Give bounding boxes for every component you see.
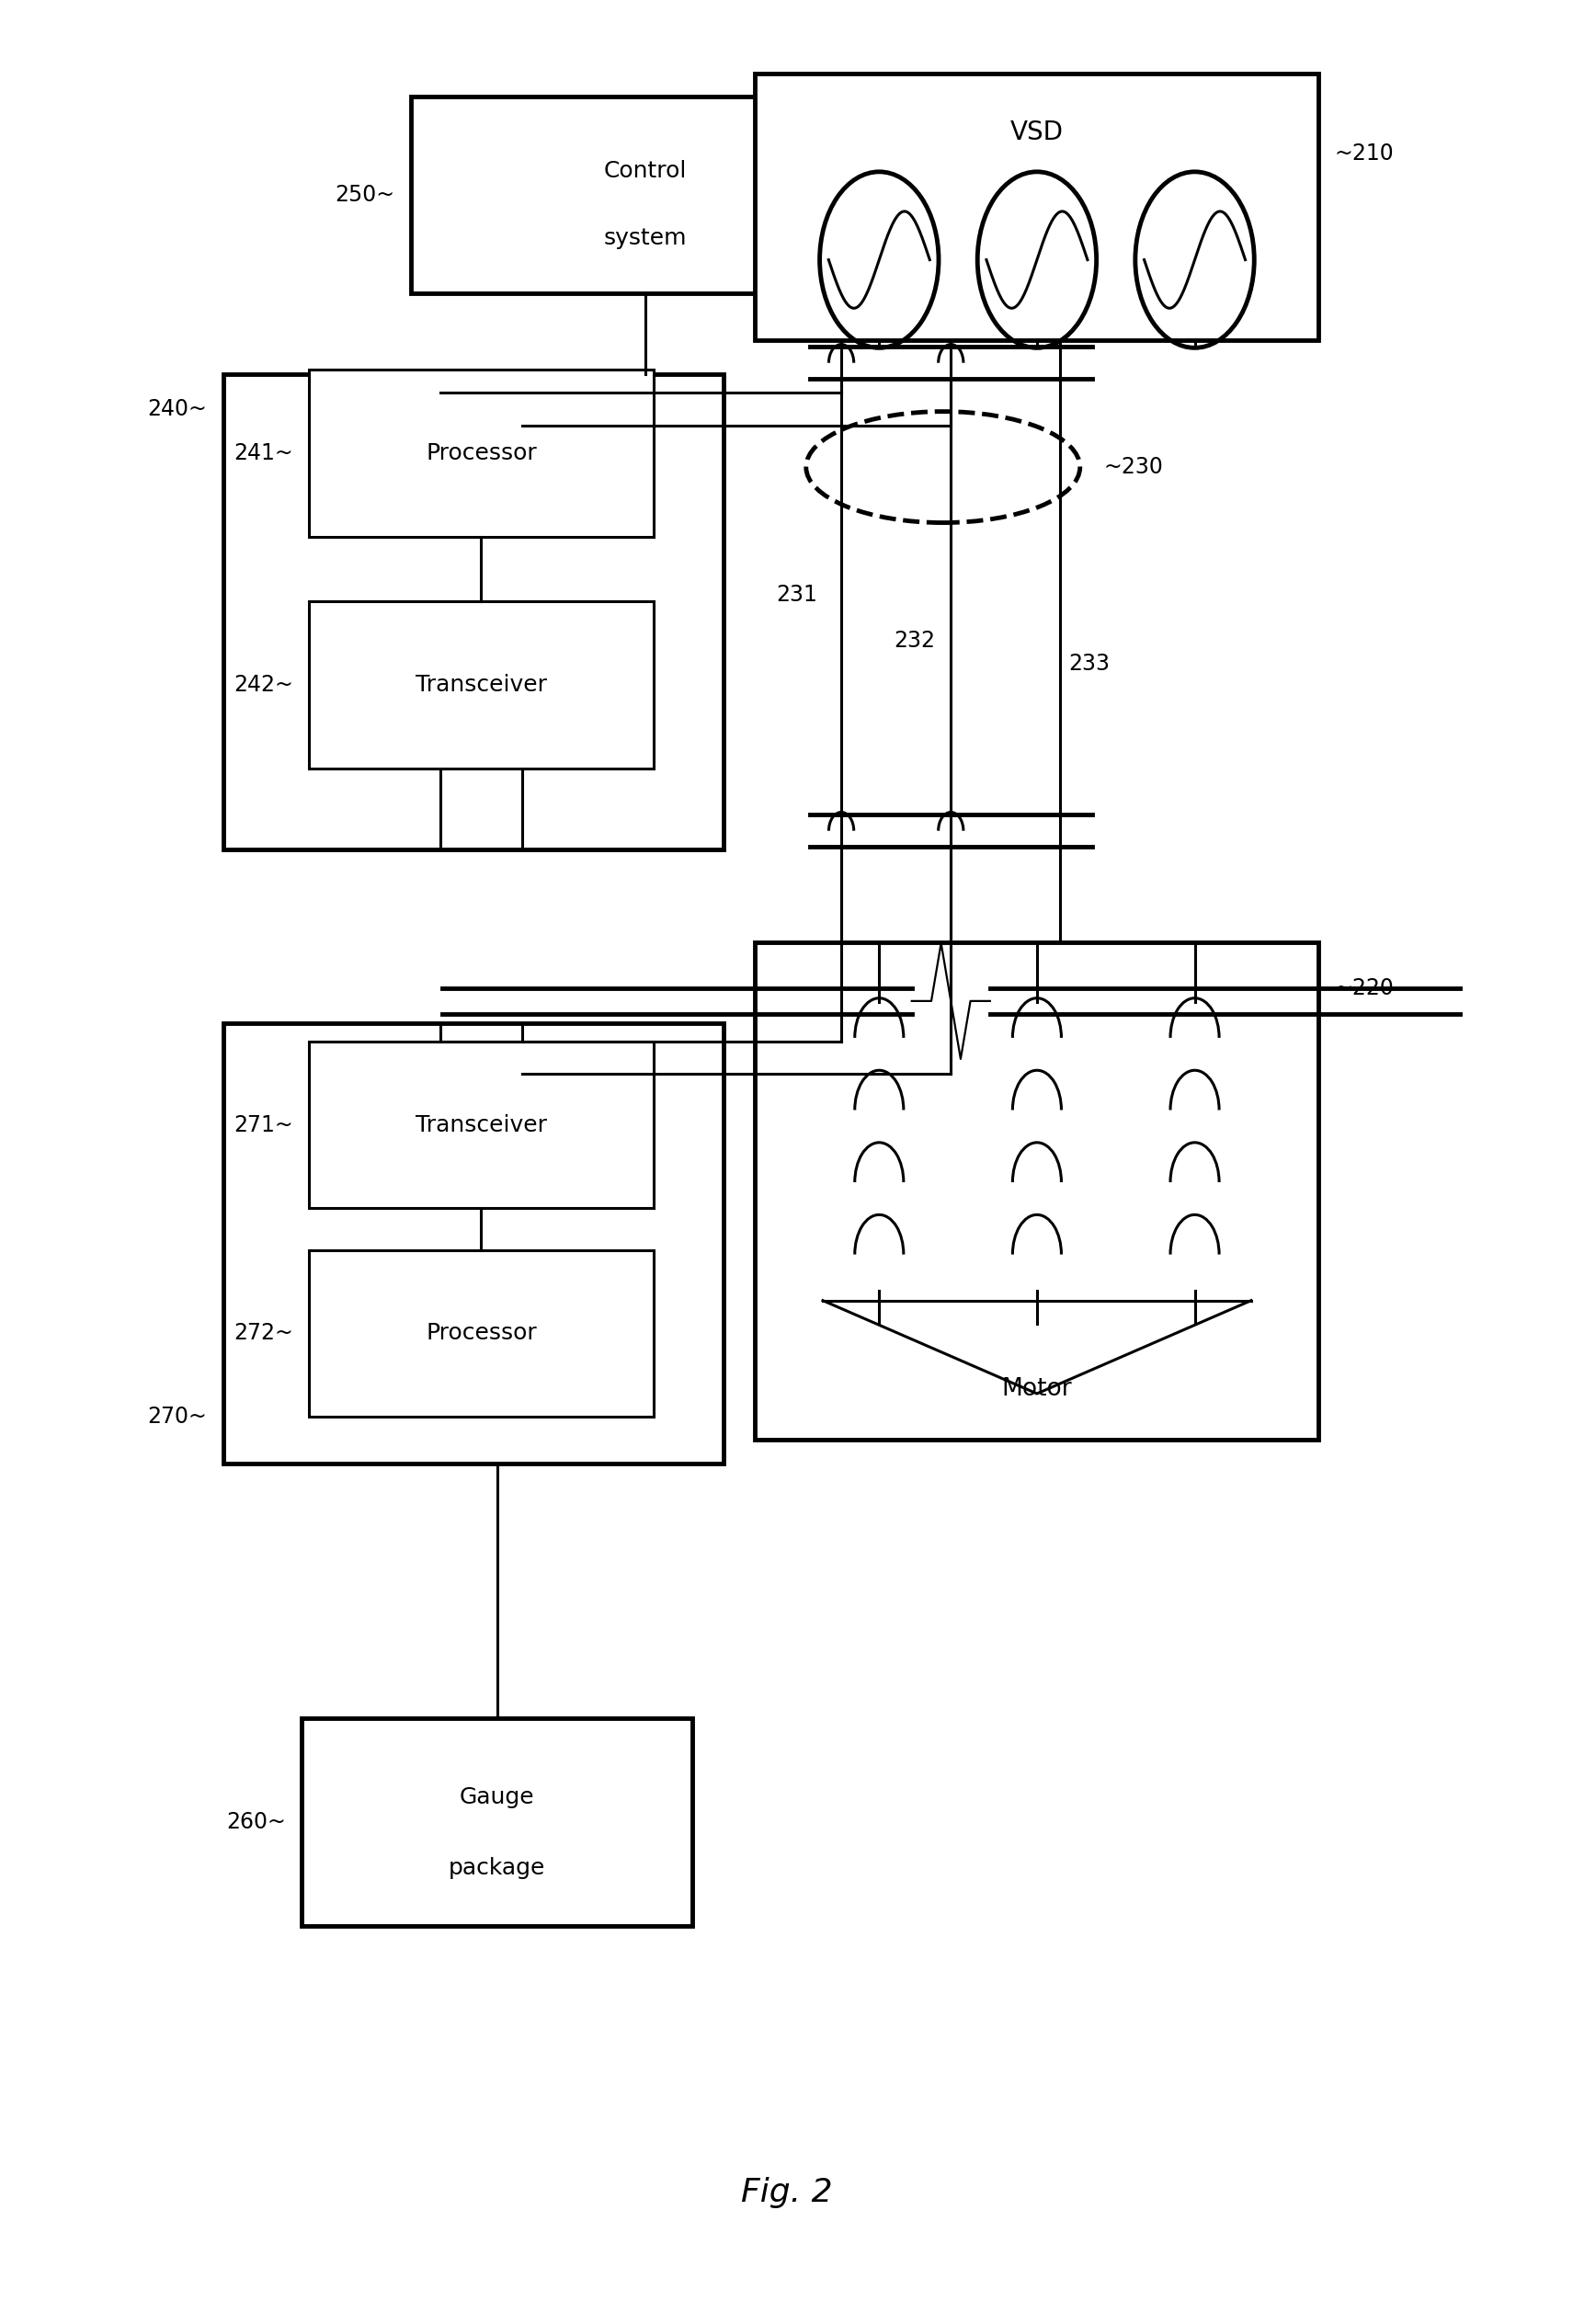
Bar xyxy=(755,941,1318,1441)
Bar xyxy=(308,370,653,537)
Bar xyxy=(308,1250,653,1418)
Text: 241~: 241~ xyxy=(234,442,294,465)
Text: 231: 231 xyxy=(777,583,818,607)
Text: Processor: Processor xyxy=(426,1322,536,1346)
Text: 272~: 272~ xyxy=(234,1322,294,1346)
Text: Control: Control xyxy=(604,160,687,181)
Text: 232: 232 xyxy=(893,630,936,651)
Text: Transceiver: Transceiver xyxy=(415,674,547,695)
Text: 242~: 242~ xyxy=(234,674,294,695)
Text: VSD: VSD xyxy=(1010,119,1063,144)
Text: 233: 233 xyxy=(1068,653,1109,674)
Text: Gauge: Gauge xyxy=(459,1787,535,1808)
Text: Processor: Processor xyxy=(426,442,536,465)
Text: ~210: ~210 xyxy=(1334,142,1394,165)
Text: package: package xyxy=(448,1857,546,1880)
Text: system: system xyxy=(604,228,687,249)
Bar xyxy=(308,602,653,769)
Text: ~230: ~230 xyxy=(1104,456,1162,479)
Text: 250~: 250~ xyxy=(335,184,395,207)
Bar xyxy=(223,1023,724,1464)
Text: 271~: 271~ xyxy=(234,1113,294,1136)
Bar xyxy=(223,374,724,848)
Bar xyxy=(411,98,881,293)
Text: Fig. 2: Fig. 2 xyxy=(741,2178,832,2208)
Bar xyxy=(308,1041,653,1208)
Text: Motor: Motor xyxy=(1002,1378,1073,1401)
Text: 270~: 270~ xyxy=(148,1406,208,1427)
Bar xyxy=(302,1717,692,1927)
Text: Transceiver: Transceiver xyxy=(415,1113,547,1136)
Text: 260~: 260~ xyxy=(227,1810,286,1834)
Text: ~220: ~220 xyxy=(1334,978,1394,999)
Text: 240~: 240~ xyxy=(148,397,208,421)
Bar xyxy=(755,74,1318,339)
